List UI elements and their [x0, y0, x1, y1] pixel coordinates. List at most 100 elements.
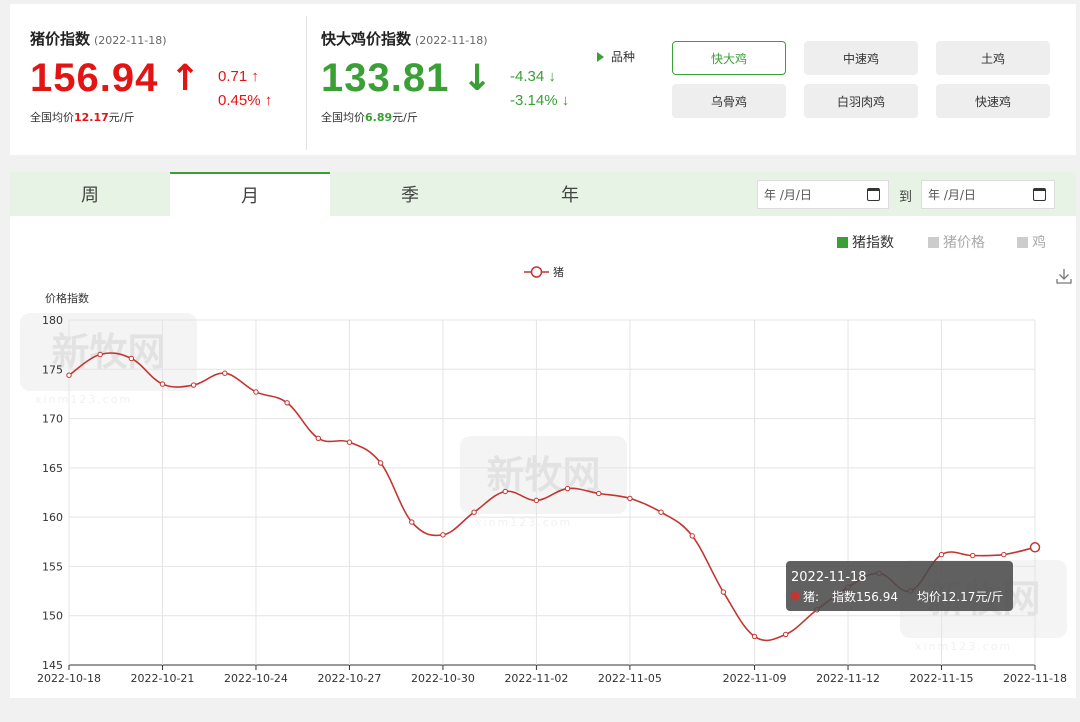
- data-point: [1029, 542, 1041, 553]
- x-tick-label: 2022-10-30: [411, 672, 475, 685]
- chicken-avg-price: 全国均价6.89元/斤: [321, 111, 418, 124]
- chicken-index-value: 133.81: [321, 56, 450, 100]
- tooltip-series-dot: [790, 591, 800, 601]
- chicken-index-change-pct: -3.14% ↓: [510, 92, 570, 109]
- start-date-input[interactable]: 年 /月/日: [757, 180, 889, 209]
- x-tick-label: 2022-10-18: [37, 672, 101, 685]
- pig-index-value: 156.94: [30, 56, 159, 100]
- index-summary-panel: 猪价指数 (2022-11-18) 156.94 ↑ 0.71 ↑ 0.45% ↑…: [10, 4, 1076, 155]
- tooltip-series-name: 猪:: [803, 590, 819, 604]
- x-tick-label: 2022-11-18: [1003, 672, 1067, 685]
- pig-index-date: (2022-11-18): [94, 34, 167, 47]
- data-point: [253, 389, 259, 395]
- data-point: [377, 460, 384, 466]
- x-tick-label: 2022-10-27: [317, 672, 381, 685]
- x-tick-label: 2022-11-09: [723, 672, 787, 685]
- data-point: [222, 370, 228, 376]
- data-point: [751, 633, 758, 640]
- x-tick-label: 2022-11-15: [910, 672, 974, 685]
- pig-index-title: 猪价指数 (2022-11-18): [30, 30, 167, 48]
- square-icon: [837, 237, 848, 248]
- data-point: [564, 485, 571, 492]
- tooltip-index-value: 指数156.94: [832, 589, 898, 604]
- y-axis-label: 价格指数: [45, 291, 89, 305]
- y-tick-label: 145: [42, 659, 63, 672]
- x-tick-label: 2022-11-02: [504, 672, 568, 685]
- y-tick-label: 180: [42, 314, 63, 327]
- pig-index-change-pct: 0.45% ↑: [218, 92, 273, 109]
- x-tick-label: 2022-11-12: [816, 672, 880, 685]
- data-point: [720, 589, 727, 595]
- calendar-icon[interactable]: [1033, 188, 1046, 201]
- data-point: [315, 435, 321, 441]
- breed-button-kuaisuji[interactable]: 快速鸡: [936, 84, 1050, 118]
- breed-button-baiyurouji[interactable]: 白羽肉鸡: [804, 84, 918, 118]
- breed-label: 品种: [597, 48, 635, 65]
- y-tick-label: 155: [42, 560, 63, 573]
- date-range-to-label: 到: [899, 190, 913, 205]
- play-triangle-icon: [597, 52, 604, 62]
- data-point: [689, 533, 695, 539]
- y-tick-label: 150: [42, 610, 63, 623]
- chicken-index-change-abs: -4.34 ↓: [510, 68, 556, 85]
- chicken-index-date: (2022-11-18): [415, 34, 488, 47]
- data-point: [938, 551, 945, 558]
- x-tick-label: 2022-10-24: [224, 672, 288, 685]
- data-point: [190, 382, 197, 388]
- tab-quarter[interactable]: 季: [401, 185, 419, 206]
- data-point: [97, 351, 103, 358]
- watermark-subtext: xinm123.com: [35, 393, 132, 406]
- tab-year[interactable]: 年: [561, 185, 579, 206]
- breed-button-zhongsuji[interactable]: 中速鸡: [804, 41, 918, 75]
- data-point: [502, 488, 508, 495]
- legend-label: 猪: [553, 266, 564, 279]
- end-date-input[interactable]: 年 /月/日: [921, 180, 1055, 209]
- data-point: [440, 532, 446, 538]
- data-point: [783, 631, 789, 638]
- data-point: [409, 519, 415, 525]
- breed-button-wuguji[interactable]: 乌骨鸡: [672, 84, 786, 118]
- y-tick-label: 175: [42, 363, 63, 376]
- watermark-subtext: xinm123.com: [915, 640, 1012, 653]
- chicken-index-title: 快大鸡价指数 (2022-11-18): [321, 30, 488, 48]
- legend-marker: [530, 266, 543, 278]
- data-point: [533, 497, 540, 504]
- data-point: [969, 552, 976, 559]
- download-icon[interactable]: [1056, 268, 1072, 284]
- data-point: [471, 509, 477, 515]
- toggle-pig-price[interactable]: 猪价格: [928, 232, 985, 252]
- tab-week[interactable]: 周: [81, 185, 99, 206]
- data-point: [627, 495, 633, 502]
- data-point: [1001, 551, 1007, 558]
- data-point: [346, 439, 353, 445]
- y-tick-label: 165: [42, 462, 63, 475]
- tab-month[interactable]: 月: [170, 172, 330, 216]
- data-point: [658, 509, 664, 515]
- divider: [306, 16, 307, 150]
- y-tick-label: 170: [42, 413, 63, 426]
- pig-avg-price: 全国均价12.17元/斤: [30, 111, 135, 124]
- pig-index-up-arrow-icon: ↑: [170, 58, 201, 99]
- toggle-chicken[interactable]: 鸡: [1017, 232, 1046, 252]
- chart-panel: 周 月 季 年 年 /月/日 到 年 /月/日 猪指数 猪价格 鸡 新牧网 xin…: [10, 172, 1076, 698]
- line-chart: 新牧网xinm123.com新牧网xinm123.com新牧网xinm123.c…: [20, 266, 1067, 685]
- y-tick-label: 160: [42, 511, 63, 524]
- watermark-subtext: xinm123.com: [475, 516, 572, 529]
- data-point: [159, 381, 166, 387]
- tooltip-avg-price: 均价12.17元/斤: [917, 590, 1003, 604]
- x-tick-label: 2022-11-05: [598, 672, 662, 685]
- breed-button-kuaidaji[interactable]: 快大鸡: [672, 41, 786, 75]
- data-point: [284, 400, 290, 406]
- square-icon: [1017, 237, 1028, 248]
- pig-index-change-abs: 0.71 ↑: [218, 68, 259, 85]
- square-icon: [928, 237, 939, 248]
- calendar-icon[interactable]: [867, 188, 880, 201]
- tooltip-box: [786, 561, 1013, 611]
- toggle-pig-index[interactable]: 猪指数: [837, 232, 894, 252]
- chicken-index-down-arrow-icon: ↓: [462, 58, 493, 99]
- tooltip-date: 2022-11-18: [791, 570, 867, 585]
- period-tab-bar: 周 月 季 年 年 /月/日 到 年 /月/日: [10, 172, 1076, 216]
- watermark-text: 新牧网: [51, 330, 165, 374]
- watermark-badge: [20, 313, 197, 391]
- breed-button-tuji[interactable]: 土鸡: [936, 41, 1050, 75]
